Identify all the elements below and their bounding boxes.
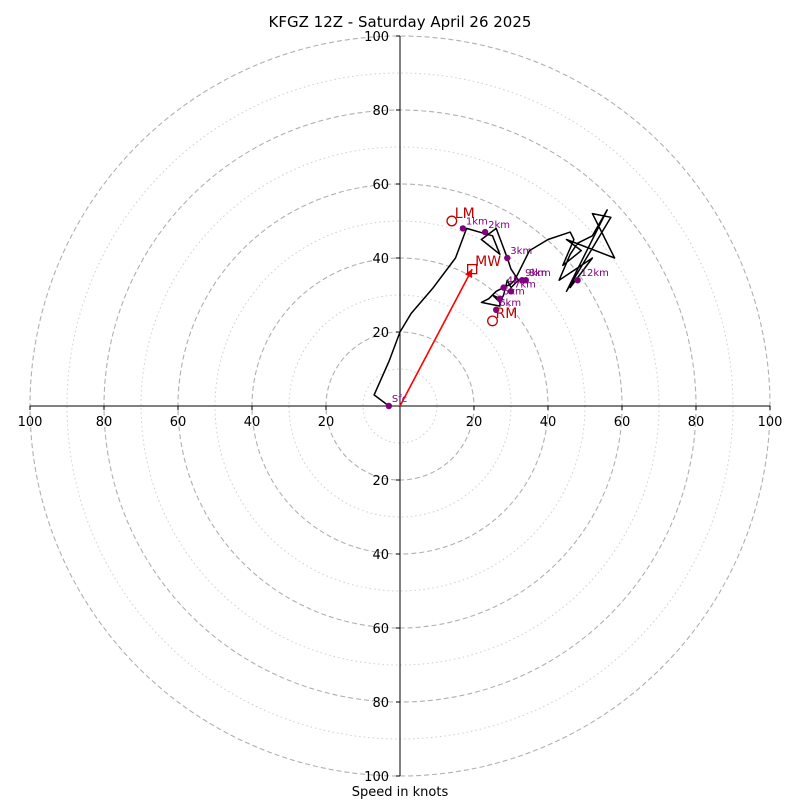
tick-label-up: 20 [372,326,389,341]
tick-label-down: 20 [372,474,389,489]
tick-labels: 100 80 60 40 20 20 40 60 80 100 20 40 60 80 100 20 40 60 8… [18,30,783,785]
height-marker-4km [500,284,507,291]
tick-label-right: 60 [614,415,631,430]
tick-label-up: 100 [364,30,389,45]
height-label-1km: 1km [466,216,488,227]
motion-label-lm: LM [455,206,475,222]
tick-label-left: 40 [244,415,261,430]
tick-label-down: 40 [372,548,389,563]
tick-label-right: 40 [540,415,557,430]
tick-label-right: 100 [758,415,783,430]
motion-marker-mw [466,263,478,275]
height-marker-9km [518,277,526,284]
tick-label-right: 20 [466,415,483,430]
height-marker-sfc [385,402,393,410]
tick-label-up: 80 [372,104,389,119]
chart-title: KFGZ 12Z - Saturday April 26 2025 [269,13,532,31]
motion-label-mw: MW [475,254,501,270]
height-label-2km: 2km [488,220,510,231]
tick-label-down: 100 [364,770,389,785]
height-label-4km: 4km [507,276,529,287]
tick-label-down: 80 [372,696,389,711]
height-label-9km: 9km [525,268,547,279]
height-marker-5km [496,295,504,302]
shear-vector [399,268,473,407]
height-label-3km: 3km [510,246,532,257]
tick-label-left: 80 [96,415,113,430]
height-marker-12km [574,277,581,284]
height-label-12km: 12km [581,268,609,279]
height-marker-1km [459,225,467,232]
tick-label-up: 40 [372,252,389,267]
tick-label-left: 100 [18,415,43,430]
tick-label-down: 60 [372,622,389,637]
motion-label-rm: RM [496,306,518,322]
height-markers: Sfc1km2km3km4km5km6km7km8km9km12km [385,216,609,410]
height-marker-3km [504,254,511,262]
motion-marker-rm [487,315,498,327]
height-marker-7km [507,288,515,295]
height-label-8km: 8km [529,268,551,279]
shear-arrow-line [399,268,473,407]
x-axis-label: Speed in knots [352,785,449,800]
tick-label-left: 20 [318,415,335,430]
height-label-7km: 7km [514,279,536,290]
height-label-6km: 6km [499,298,521,309]
motion-marker-lm [446,215,458,227]
height-marker-2km [481,228,489,236]
motion-markers: LM MW RM [446,206,518,327]
height-label-sfc: Sfc [392,394,407,405]
tick-label-up: 60 [372,178,389,193]
tick-label-right: 80 [688,415,705,430]
height-marker-6km [493,306,500,313]
tick-label-left: 60 [170,415,187,430]
